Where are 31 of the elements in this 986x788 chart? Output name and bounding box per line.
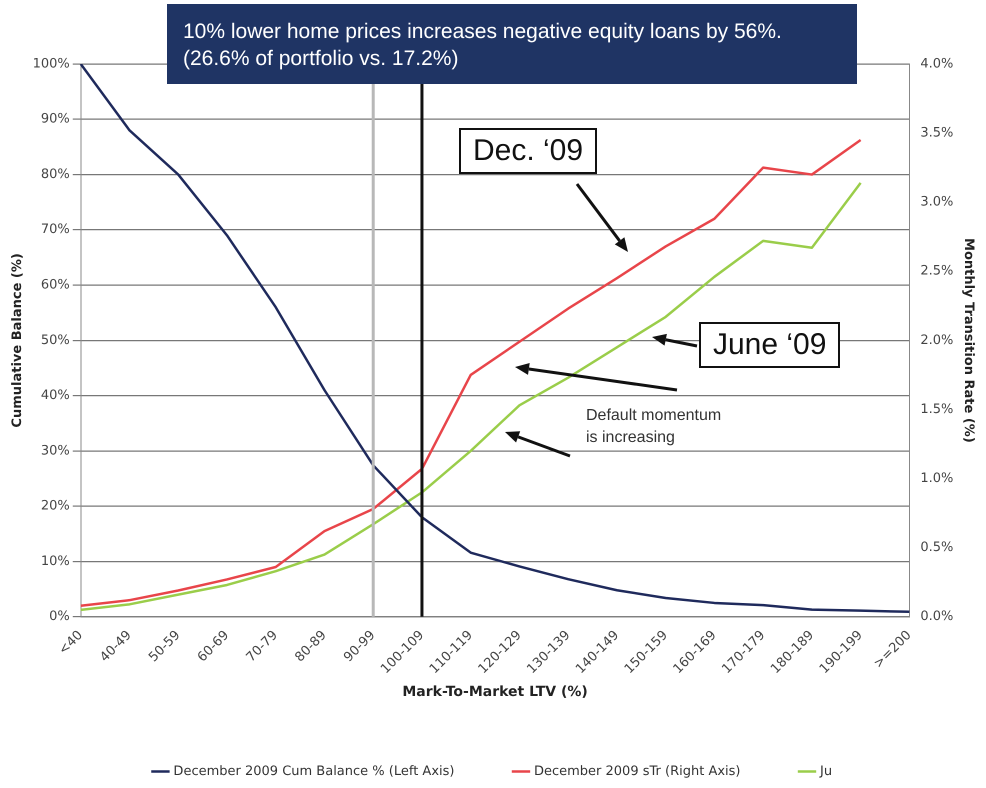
- y2-tick-label: 1.5%: [920, 402, 954, 417]
- y2-tick-label: 1.0%: [920, 470, 954, 486]
- y-tick-label: 70%: [40, 222, 70, 238]
- y-axis-title: Cumulative Balance (%): [10, 253, 26, 428]
- y-tick-label: 100%: [32, 56, 70, 72]
- y2-tick-label: 0.5%: [920, 540, 954, 556]
- y-tick-label: 60%: [40, 277, 70, 292]
- x-axis-title: Mark-To-Market LTV (%): [402, 684, 588, 700]
- legend-label: December 2009 sTr (Right Axis): [534, 764, 741, 779]
- annotation: June ‘09: [699, 322, 840, 368]
- y2-tick-label: 3.5%: [920, 125, 954, 140]
- y-tick-label: 0%: [49, 609, 70, 624]
- legend-label: Ju: [818, 764, 832, 779]
- y2-tick-label: 2.0%: [920, 332, 954, 348]
- y-tick-label: 90%: [40, 112, 70, 127]
- x-tick-label: <40: [56, 628, 86, 658]
- y2-tick-label: 3.0%: [920, 194, 954, 210]
- y-tick-label: 30%: [40, 443, 70, 458]
- y2-tick-label: 2.5%: [920, 264, 954, 279]
- chart-title: 10% lower home prices increases negative equity loans by 56%. (26.6% of portfolio vs. 17.2%): [182, 19, 783, 72]
- y2-axis-title: Monthly Transition Rate (%): [960, 238, 976, 443]
- legend-label: December 2009 Cum Balance % (Left Axis): [173, 764, 454, 779]
- y-tick-label: 20%: [40, 498, 70, 514]
- annotation: Default momentum is increasing: [586, 406, 722, 448]
- y2-tick-label: 0.0%: [920, 609, 954, 624]
- annotation: Dec. ‘09: [459, 128, 598, 174]
- y-tick-label: 80%: [40, 166, 70, 182]
- y-tick-label: 40%: [40, 388, 70, 404]
- y2-tick-label: 4.0%: [920, 56, 954, 72]
- y-tick-label: 50%: [40, 332, 70, 348]
- y-tick-label: 10%: [40, 554, 70, 569]
